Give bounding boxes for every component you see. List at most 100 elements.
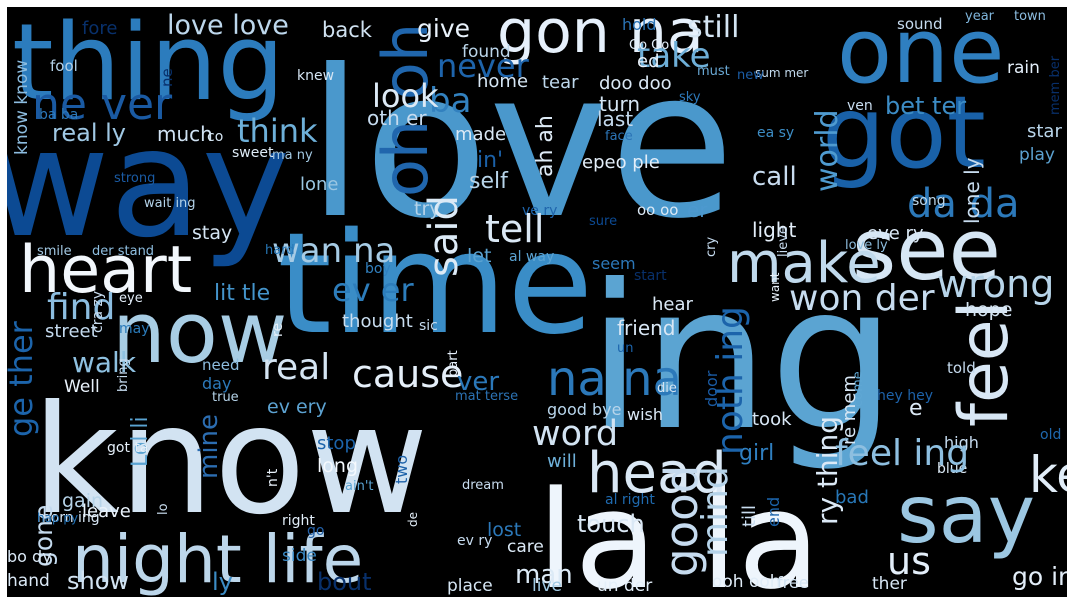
- word-think-55: think: [237, 112, 318, 150]
- word-two-156: two: [392, 455, 411, 484]
- word-walk-117: walk: [72, 346, 137, 379]
- word-new-39: new: [737, 68, 764, 83]
- word-in-66: in': [477, 148, 503, 173]
- word-year-28: year: [965, 9, 995, 24]
- word-oh-oh-18: oh oh: [369, 23, 442, 197]
- word-self-67: self: [469, 169, 509, 194]
- word-oth-er-56: oth er: [367, 106, 427, 130]
- word-cause-119: cause: [352, 352, 463, 396]
- word-cloud: love way thing one got gon na time see heart now m…: [7, 7, 1067, 597]
- word-face-59: face: [605, 129, 633, 144]
- word-ed-36: ed: [637, 51, 660, 72]
- word-ba-41: ba: [429, 81, 471, 121]
- word-let-93: let: [467, 245, 491, 267]
- word-al-right-159: al right: [605, 492, 655, 508]
- word-ne-ver-17: ne ver: [32, 79, 173, 130]
- word-show-184: show: [67, 567, 129, 595]
- word-man-181: man: [515, 560, 573, 590]
- word-day-123: day: [202, 374, 231, 393]
- word-said-91: said: [421, 195, 467, 277]
- word-mind-177: mind: [695, 466, 736, 557]
- word-star-61: star: [1027, 121, 1062, 142]
- word-un-115: un: [617, 341, 633, 356]
- word-der-stand-88: der stand: [92, 244, 154, 259]
- word-head-152: head: [587, 441, 727, 506]
- word-ge-ther-116: ge ther: [7, 320, 40, 437]
- word-last-58: last: [597, 107, 633, 131]
- word-girl-148: girl: [739, 441, 774, 466]
- word-ev-ry-175: ev ry: [457, 533, 492, 549]
- word-al-way-94: al way: [509, 249, 554, 265]
- word-won-der-98: won der: [789, 278, 935, 319]
- word-re-mem-140: re mem: [839, 375, 860, 445]
- word-wrong-99: wrong: [937, 262, 1054, 306]
- word-time-6: time: [277, 203, 593, 366]
- word-mine-143: mine: [194, 414, 224, 479]
- word-come-133: come: [851, 371, 866, 407]
- word-fore-25: fore: [82, 18, 117, 39]
- word-go-172: go: [307, 523, 324, 539]
- word-la-la-15: la la: [537, 462, 820, 597]
- word-know-12: know: [32, 374, 428, 548]
- word-un-der-189: un der: [597, 576, 652, 596]
- word-bet-ter-50: bet ter: [885, 92, 966, 120]
- word-feel-ing-169: feel ing: [835, 433, 969, 474]
- word-ah-ah-68: ah ah: [533, 115, 558, 177]
- word-seem-96: seem: [592, 254, 636, 273]
- word-love-love-22: love love: [167, 10, 289, 41]
- word-good-bye-137: good bye: [547, 400, 621, 419]
- word-never-19: never: [437, 47, 530, 85]
- word-one-3: one: [837, 7, 1004, 104]
- word-lol-li-144: Lol li: [128, 416, 153, 467]
- word-die-132: die: [657, 381, 677, 396]
- word-gain-161: gain: [62, 490, 103, 512]
- word-blue-151: blue: [937, 461, 967, 477]
- word-n-t-154: n't: [265, 468, 281, 487]
- word-made-57: made: [455, 124, 506, 145]
- word-epeo-ple-69: epeo ple: [582, 152, 660, 173]
- word-hard-89: hard: [265, 243, 295, 258]
- word-tell-92: tell: [485, 207, 544, 251]
- word-hand-183: hand: [7, 571, 50, 591]
- word-leave-164: leave: [82, 501, 131, 522]
- word-oo-oo-76: oo oo: [637, 201, 678, 219]
- word-mat-terse-128: mat terse: [455, 389, 518, 404]
- word-smile-87: smile: [37, 244, 72, 259]
- word-make-10: make: [727, 231, 881, 296]
- word-may-107: may: [119, 321, 150, 337]
- word-street-105: street: [45, 321, 98, 342]
- word-thing-2: thing: [12, 7, 285, 124]
- word-rain-40: rain: [1007, 58, 1040, 78]
- word-er-77: er: [687, 198, 708, 222]
- word-turn-45: turn: [599, 92, 640, 116]
- word-way-1: way: [7, 97, 290, 271]
- word-de-165: de: [406, 512, 420, 527]
- word-night-life-16: night life: [72, 521, 363, 597]
- word-still-21: still: [687, 10, 739, 45]
- word-lost-173: lost: [487, 519, 521, 541]
- word-long-147: long: [317, 455, 358, 477]
- word-fool-31: fool: [50, 57, 78, 75]
- word-place-187: place: [447, 576, 493, 596]
- word-ly-185: ly: [212, 568, 233, 596]
- word-know-know-30: know know: [12, 60, 32, 155]
- word-ve-ry-75: ve ry: [522, 203, 557, 219]
- word-hey-hey-134: hey hey: [877, 388, 933, 404]
- word-bo-dy-182: bo dy: [7, 547, 52, 566]
- word-wait-ing-73: wait ing: [144, 196, 196, 211]
- word-true-126: true: [212, 390, 239, 405]
- word-ther-192: ther: [872, 574, 907, 594]
- word-boy-90: boy: [365, 261, 391, 277]
- word-start-97: start: [634, 268, 667, 284]
- word-sum-mer-38: sum mer: [755, 66, 808, 80]
- word-will-157: will: [547, 451, 577, 472]
- word-ev-ery-136: ev ery: [267, 396, 327, 418]
- word-give-23: give: [417, 14, 470, 43]
- word-sic-109: sic: [419, 318, 438, 334]
- word-wish-138: wish: [627, 405, 663, 424]
- word-lo-162: lo: [156, 503, 171, 515]
- word-friend-114: friend: [617, 316, 676, 340]
- word-right-171: right: [282, 513, 315, 529]
- word-find-102: find: [47, 287, 115, 328]
